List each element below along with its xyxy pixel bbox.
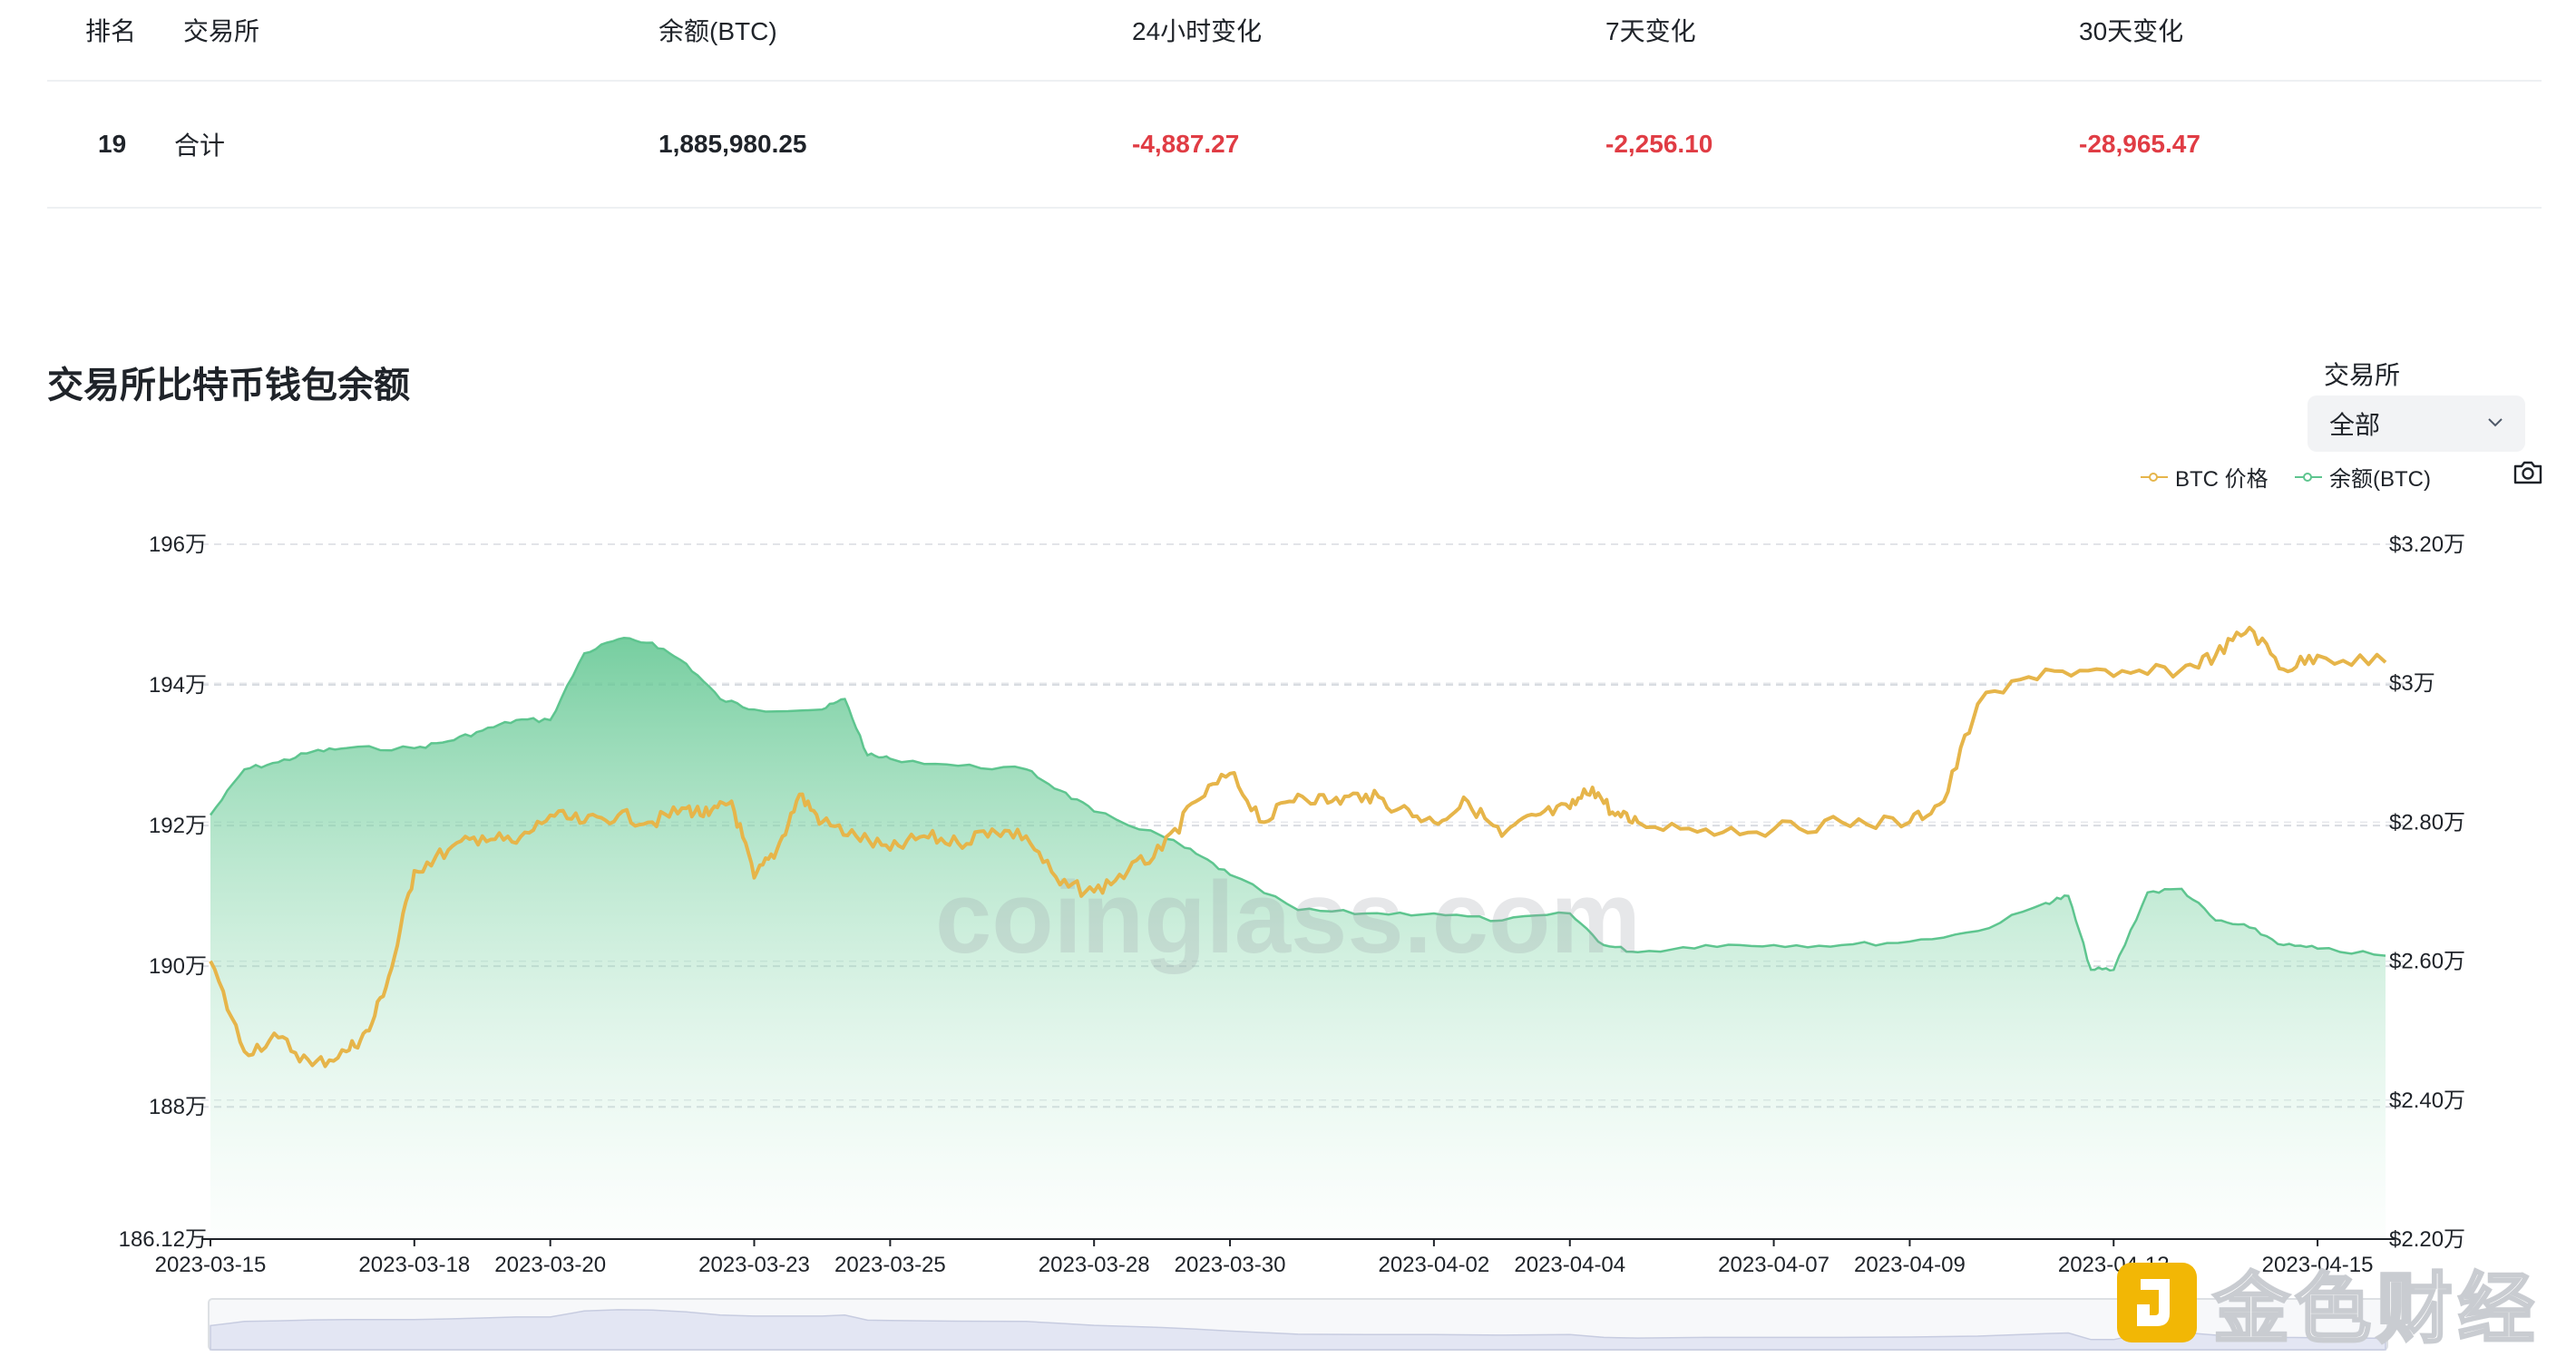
y-left-tick-label: 186.12万 (119, 1227, 207, 1252)
x-tick-label: 2023-03-18 (358, 1253, 470, 1277)
x-tick-label: 2023-03-28 (1039, 1253, 1150, 1277)
x-tick-label: 2023-04-04 (1514, 1253, 1625, 1277)
exchange-filter-label: 交易所 (2324, 361, 2401, 389)
row-exchange: 合计 (174, 132, 226, 160)
balance-area (209, 637, 2386, 1239)
legend-marker-balance-icon (2295, 471, 2322, 483)
x-tick-label: 2023-03-23 (698, 1253, 810, 1277)
jinse-logo-text: 金色财经 (2211, 1264, 2541, 1352)
x-tick-label: 2023-04-15 (2262, 1253, 2374, 1277)
balance-area-fill (210, 638, 2386, 1239)
y-left-tick-label: 188万 (149, 1095, 207, 1119)
x-tick-label: 2023-04-07 (1718, 1253, 1830, 1277)
row-change-7d: -2,256.10 (1605, 130, 1713, 158)
legend-item-btc-price[interactable]: BTC 价格 (2141, 461, 2269, 493)
y-left-tick-label: 192万 (149, 814, 207, 838)
table-header-row: 排名 交易所 余额(BTC) 24小时变化 7天变化 30天变化 (47, 0, 2542, 82)
row-change-30d: -28,965.47 (2079, 130, 2200, 158)
legend-marker-btc-icon (2141, 471, 2168, 483)
jinse-logo-icon (2117, 1263, 2197, 1342)
x-tick-label: 2023-04-09 (1854, 1253, 1966, 1277)
chart-watermark: coinglass.com (935, 861, 1641, 974)
x-tick-label: 2023-04-02 (1378, 1253, 1489, 1277)
x-tick-label: 2023-03-25 (834, 1253, 946, 1277)
chart-axes: 186.12万 188万 190万 192万 194万 196万 $2.20万 $2.40万 $… (119, 532, 2465, 1277)
x-tick-label: 2023-03-15 (155, 1253, 267, 1277)
y-right-tick-label: $2.20万 (2389, 1227, 2465, 1252)
table-row: 19 合计 1,885,980.25 -4,887.27 -2,256.10 -… (47, 82, 2542, 209)
y-left-tick-label: 190万 (149, 954, 207, 979)
header-exchange: 交易所 (183, 17, 260, 45)
y-right-tick-label: $3万 (2389, 671, 2435, 696)
y-right-tick-label: $3.20万 (2389, 532, 2465, 557)
x-tick-label: 2023-03-30 (1175, 1253, 1286, 1277)
header-change-7d[interactable]: 7天变化 (1605, 17, 1696, 45)
y-left-tick-label: 194万 (149, 673, 207, 698)
balance-line (209, 637, 2386, 972)
camera-icon[interactable] (2513, 459, 2543, 486)
zoom-slider[interactable] (208, 1298, 2388, 1351)
row-change-24h: -4,887.27 (1132, 130, 1240, 158)
legend-label-balance: 余额(BTC) (2329, 467, 2431, 492)
chevron-down-icon (2488, 418, 2503, 427)
x-tick-label: 2023-03-20 (494, 1253, 606, 1277)
btc-price-series (209, 625, 2387, 1069)
y-left-tick-label: 196万 (149, 532, 207, 557)
header-rank: 排名 (85, 17, 137, 45)
header-change-30d[interactable]: 30天变化 (2079, 17, 2184, 45)
legend-item-balance[interactable]: 余额(BTC) (2295, 461, 2431, 493)
y-right-tick-label: $2.80万 (2389, 810, 2465, 835)
exchange-filter-value: 全部 (2329, 411, 2381, 439)
row-balance: 1,885,980.25 (659, 130, 807, 158)
header-balance[interactable]: 余额(BTC) (659, 17, 777, 45)
header-change-24h[interactable]: 24小时变化 (1132, 17, 1263, 45)
jinse-logo: 金色财经 (2113, 1257, 2540, 1352)
y-right-tick-label: $2.40万 (2389, 1089, 2465, 1113)
chart-title: 交易所比特币钱包余额 (47, 366, 410, 405)
y-right-tick-label: $2.60万 (2389, 950, 2465, 974)
row-rank: 19 (98, 130, 127, 158)
exchange-filter-select[interactable]: 全部 (2308, 395, 2525, 452)
btc-price-line (209, 625, 2387, 1069)
legend-label-btc-price: BTC 价格 (2175, 467, 2269, 492)
summary-table: 排名 交易所 余额(BTC) 24小时变化 7天变化 30天变化 19 合计 1… (47, 0, 2542, 209)
